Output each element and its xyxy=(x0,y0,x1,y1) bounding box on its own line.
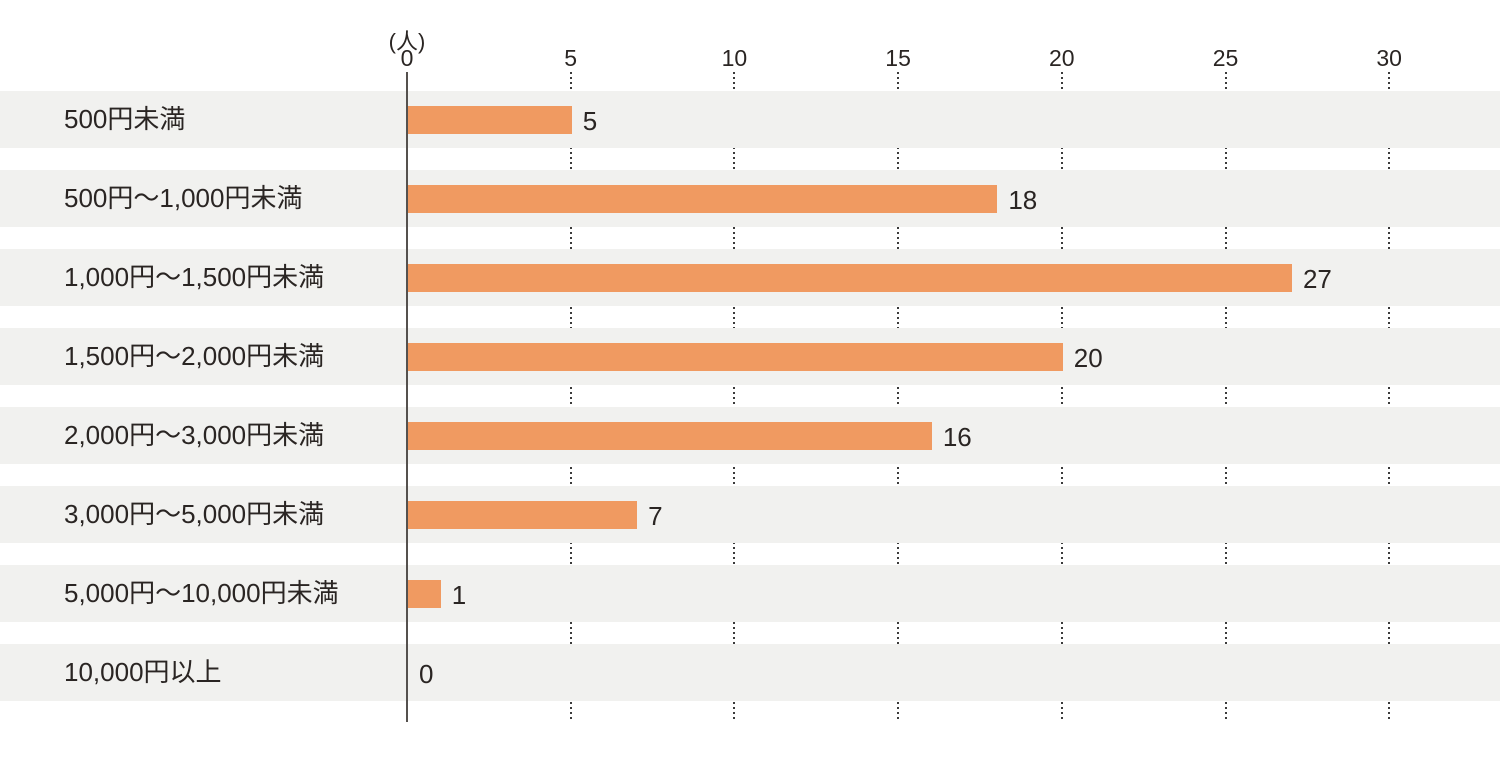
value-label: 1 xyxy=(451,579,467,610)
value-label: 5 xyxy=(582,105,598,136)
x-tick-label: 15 xyxy=(885,45,911,71)
gridline xyxy=(897,72,900,722)
category-label: 2,000円〜3,000円未満 xyxy=(64,420,325,450)
x-tick-label: 30 xyxy=(1376,45,1402,71)
row-band: 2,000円〜3,000円未満 xyxy=(0,407,1500,464)
category-label: 3,000円〜5,000円未満 xyxy=(64,499,325,529)
value-label: 18 xyxy=(1008,184,1038,215)
x-tick-label: 10 xyxy=(721,45,748,71)
value-label: 7 xyxy=(648,500,663,531)
gridline xyxy=(1224,72,1227,722)
value-label: 27 xyxy=(1302,263,1332,294)
x-tick-label: 20 xyxy=(1049,45,1075,71)
gridline xyxy=(1060,72,1063,722)
category-label: 5,000円〜10,000円未満 xyxy=(64,578,339,608)
bar xyxy=(408,421,932,450)
bar xyxy=(408,184,998,213)
y-axis-line xyxy=(406,72,408,722)
row-band: 5,000円〜10,000円未満 xyxy=(0,565,1500,622)
value-label: 0 xyxy=(419,658,434,689)
x-tick-label: 5 xyxy=(564,45,578,71)
category-label: 500円未満 xyxy=(64,104,186,134)
bar xyxy=(408,342,1063,371)
x-tick-label: 25 xyxy=(1212,45,1239,71)
value-label: 16 xyxy=(942,421,972,452)
bar xyxy=(408,500,638,529)
value-label: 20 xyxy=(1073,342,1103,373)
gridline xyxy=(733,72,736,722)
x-tick-label: 0 xyxy=(400,45,414,71)
bar xyxy=(408,579,441,608)
category-label: 10,000円以上 xyxy=(64,657,222,687)
category-label: 500円〜1,000円未満 xyxy=(64,183,303,213)
gridline xyxy=(1388,72,1391,722)
bar xyxy=(408,263,1292,292)
category-label: 1,000円〜1,500円未満 xyxy=(64,262,325,292)
axis-unit-label: (人) xyxy=(388,29,426,54)
row-band: 500円未満 xyxy=(0,91,1500,148)
row-band: 10,000円以上 xyxy=(0,644,1500,701)
category-label: 1,500円〜2,000円未満 xyxy=(64,341,325,371)
bar xyxy=(408,105,572,134)
gridline xyxy=(569,72,572,722)
row-band: 3,000円〜5,000円未満 xyxy=(0,486,1500,543)
